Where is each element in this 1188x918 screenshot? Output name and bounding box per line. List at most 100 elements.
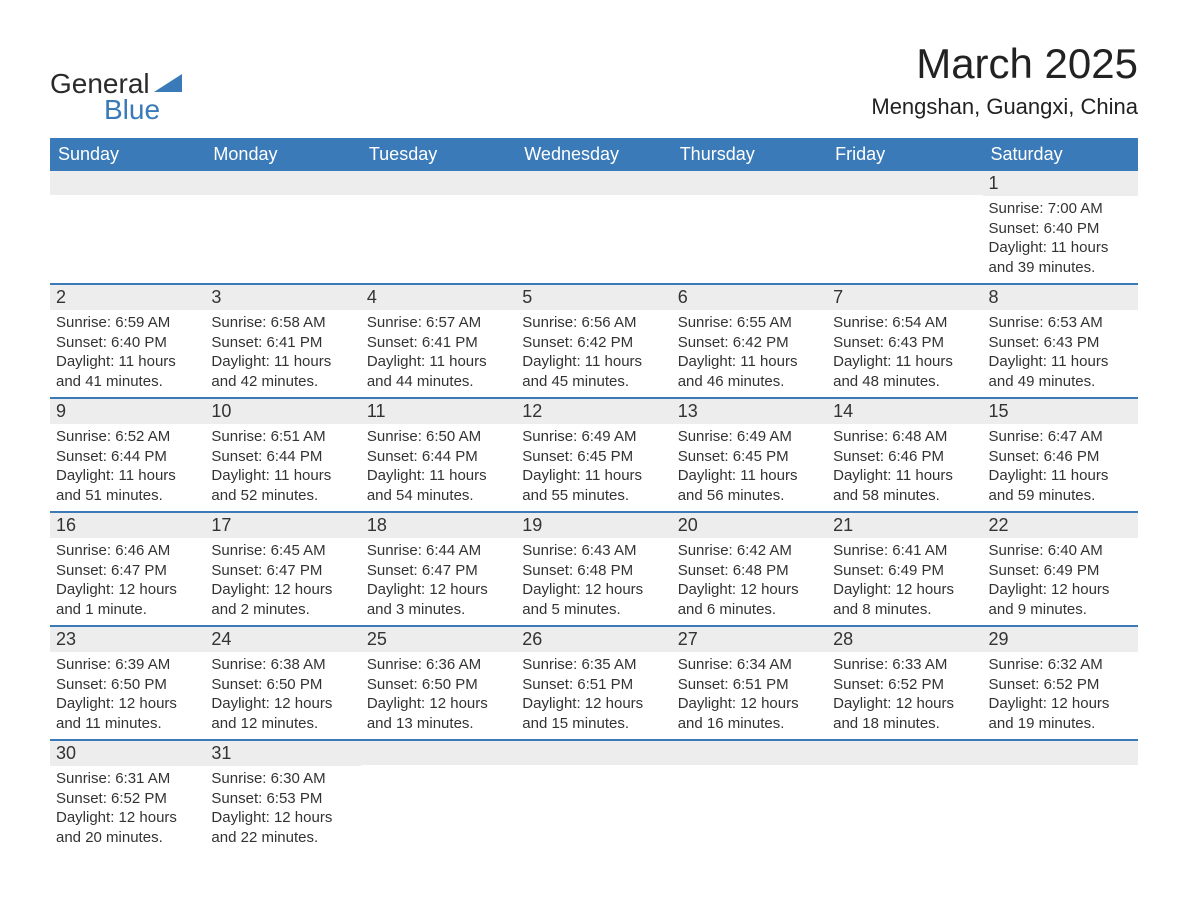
day-content: Sunrise: 6:38 AMSunset: 6:50 PMDaylight:… (205, 652, 360, 739)
sunset-text: Sunset: 6:46 PM (989, 447, 1132, 467)
calendar-cell: 2Sunrise: 6:59 AMSunset: 6:40 PMDaylight… (50, 284, 205, 398)
day-content: Sunrise: 6:36 AMSunset: 6:50 PMDaylight:… (361, 652, 516, 739)
calendar-cell: 10Sunrise: 6:51 AMSunset: 6:44 PMDayligh… (205, 398, 360, 512)
sunrise-text: Sunrise: 6:33 AM (833, 655, 976, 675)
header: General Blue March 2025 Mengshan, Guangx… (50, 40, 1138, 126)
sunrise-text: Sunrise: 6:52 AM (56, 427, 199, 447)
day-header: Monday (205, 138, 360, 171)
day-number (516, 171, 671, 195)
daylight-text: Daylight: 12 hours and 13 minutes. (367, 694, 510, 733)
sunrise-text: Sunrise: 6:42 AM (678, 541, 821, 561)
day-content: Sunrise: 6:55 AMSunset: 6:42 PMDaylight:… (672, 310, 827, 397)
day-content (361, 765, 516, 835)
daylight-text: Daylight: 12 hours and 2 minutes. (211, 580, 354, 619)
daylight-text: Daylight: 11 hours and 48 minutes. (833, 352, 976, 391)
calendar-cell: 16Sunrise: 6:46 AMSunset: 6:47 PMDayligh… (50, 512, 205, 626)
day-number: 9 (50, 399, 205, 424)
day-content: Sunrise: 6:53 AMSunset: 6:43 PMDaylight:… (983, 310, 1138, 397)
day-number: 15 (983, 399, 1138, 424)
sunset-text: Sunset: 6:50 PM (56, 675, 199, 695)
day-content: Sunrise: 6:49 AMSunset: 6:45 PMDaylight:… (516, 424, 671, 511)
daylight-text: Daylight: 11 hours and 59 minutes. (989, 466, 1132, 505)
daylight-text: Daylight: 12 hours and 9 minutes. (989, 580, 1132, 619)
calendar-cell: 26Sunrise: 6:35 AMSunset: 6:51 PMDayligh… (516, 626, 671, 740)
logo-triangle-icon (154, 72, 182, 97)
sunset-text: Sunset: 6:49 PM (833, 561, 976, 581)
sunset-text: Sunset: 6:51 PM (522, 675, 665, 695)
day-content: Sunrise: 6:40 AMSunset: 6:49 PMDaylight:… (983, 538, 1138, 625)
calendar-cell (50, 171, 205, 284)
sunrise-text: Sunrise: 6:44 AM (367, 541, 510, 561)
day-content: Sunrise: 6:45 AMSunset: 6:47 PMDaylight:… (205, 538, 360, 625)
day-number: 11 (361, 399, 516, 424)
day-content: Sunrise: 6:39 AMSunset: 6:50 PMDaylight:… (50, 652, 205, 739)
sunset-text: Sunset: 6:50 PM (367, 675, 510, 695)
day-content: Sunrise: 6:58 AMSunset: 6:41 PMDaylight:… (205, 310, 360, 397)
day-number: 29 (983, 627, 1138, 652)
sunrise-text: Sunrise: 6:35 AM (522, 655, 665, 675)
calendar-cell: 15Sunrise: 6:47 AMSunset: 6:46 PMDayligh… (983, 398, 1138, 512)
sunset-text: Sunset: 6:47 PM (367, 561, 510, 581)
day-header: Wednesday (516, 138, 671, 171)
day-content: Sunrise: 6:54 AMSunset: 6:43 PMDaylight:… (827, 310, 982, 397)
sunset-text: Sunset: 6:49 PM (989, 561, 1132, 581)
calendar-cell (361, 740, 516, 853)
calendar-cell: 31Sunrise: 6:30 AMSunset: 6:53 PMDayligh… (205, 740, 360, 853)
daylight-text: Daylight: 12 hours and 12 minutes. (211, 694, 354, 733)
calendar-cell: 29Sunrise: 6:32 AMSunset: 6:52 PMDayligh… (983, 626, 1138, 740)
sunset-text: Sunset: 6:50 PM (211, 675, 354, 695)
day-content: Sunrise: 6:33 AMSunset: 6:52 PMDaylight:… (827, 652, 982, 739)
calendar-cell: 23Sunrise: 6:39 AMSunset: 6:50 PMDayligh… (50, 626, 205, 740)
daylight-text: Daylight: 12 hours and 5 minutes. (522, 580, 665, 619)
day-number (672, 741, 827, 765)
sunset-text: Sunset: 6:45 PM (522, 447, 665, 467)
day-number: 18 (361, 513, 516, 538)
day-number (361, 741, 516, 765)
day-header: Thursday (672, 138, 827, 171)
sunrise-text: Sunrise: 6:30 AM (211, 769, 354, 789)
page-title: March 2025 (871, 40, 1138, 88)
calendar-cell: 25Sunrise: 6:36 AMSunset: 6:50 PMDayligh… (361, 626, 516, 740)
calendar-cell: 1Sunrise: 7:00 AMSunset: 6:40 PMDaylight… (983, 171, 1138, 284)
daylight-text: Daylight: 11 hours and 44 minutes. (367, 352, 510, 391)
daylight-text: Daylight: 11 hours and 58 minutes. (833, 466, 976, 505)
sunrise-text: Sunrise: 6:57 AM (367, 313, 510, 333)
sunrise-text: Sunrise: 7:00 AM (989, 199, 1132, 219)
calendar-cell: 3Sunrise: 6:58 AMSunset: 6:41 PMDaylight… (205, 284, 360, 398)
calendar-cell: 8Sunrise: 6:53 AMSunset: 6:43 PMDaylight… (983, 284, 1138, 398)
day-content: Sunrise: 6:50 AMSunset: 6:44 PMDaylight:… (361, 424, 516, 511)
daylight-text: Daylight: 12 hours and 18 minutes. (833, 694, 976, 733)
day-content: Sunrise: 6:49 AMSunset: 6:45 PMDaylight:… (672, 424, 827, 511)
daylight-text: Daylight: 11 hours and 46 minutes. (678, 352, 821, 391)
sunset-text: Sunset: 6:45 PM (678, 447, 821, 467)
location-label: Mengshan, Guangxi, China (871, 94, 1138, 120)
sunset-text: Sunset: 6:44 PM (211, 447, 354, 467)
sunset-text: Sunset: 6:40 PM (56, 333, 199, 353)
calendar-week-row: 2Sunrise: 6:59 AMSunset: 6:40 PMDaylight… (50, 284, 1138, 398)
calendar-cell: 30Sunrise: 6:31 AMSunset: 6:52 PMDayligh… (50, 740, 205, 853)
calendar-cell: 4Sunrise: 6:57 AMSunset: 6:41 PMDaylight… (361, 284, 516, 398)
sunset-text: Sunset: 6:42 PM (522, 333, 665, 353)
sunrise-text: Sunrise: 6:41 AM (833, 541, 976, 561)
day-number (827, 741, 982, 765)
daylight-text: Daylight: 11 hours and 41 minutes. (56, 352, 199, 391)
day-content: Sunrise: 6:32 AMSunset: 6:52 PMDaylight:… (983, 652, 1138, 739)
daylight-text: Daylight: 12 hours and 20 minutes. (56, 808, 199, 847)
daylight-text: Daylight: 12 hours and 8 minutes. (833, 580, 976, 619)
daylight-text: Daylight: 11 hours and 42 minutes. (211, 352, 354, 391)
daylight-text: Daylight: 11 hours and 49 minutes. (989, 352, 1132, 391)
daylight-text: Daylight: 11 hours and 52 minutes. (211, 466, 354, 505)
day-number: 24 (205, 627, 360, 652)
calendar-cell: 13Sunrise: 6:49 AMSunset: 6:45 PMDayligh… (672, 398, 827, 512)
calendar-cell (827, 740, 982, 853)
sunset-text: Sunset: 6:52 PM (56, 789, 199, 809)
calendar-cell: 27Sunrise: 6:34 AMSunset: 6:51 PMDayligh… (672, 626, 827, 740)
day-number: 6 (672, 285, 827, 310)
daylight-text: Daylight: 12 hours and 19 minutes. (989, 694, 1132, 733)
day-number: 22 (983, 513, 1138, 538)
calendar-week-row: 16Sunrise: 6:46 AMSunset: 6:47 PMDayligh… (50, 512, 1138, 626)
day-number (361, 171, 516, 195)
sunset-text: Sunset: 6:41 PM (367, 333, 510, 353)
sunrise-text: Sunrise: 6:31 AM (56, 769, 199, 789)
calendar-cell: 24Sunrise: 6:38 AMSunset: 6:50 PMDayligh… (205, 626, 360, 740)
